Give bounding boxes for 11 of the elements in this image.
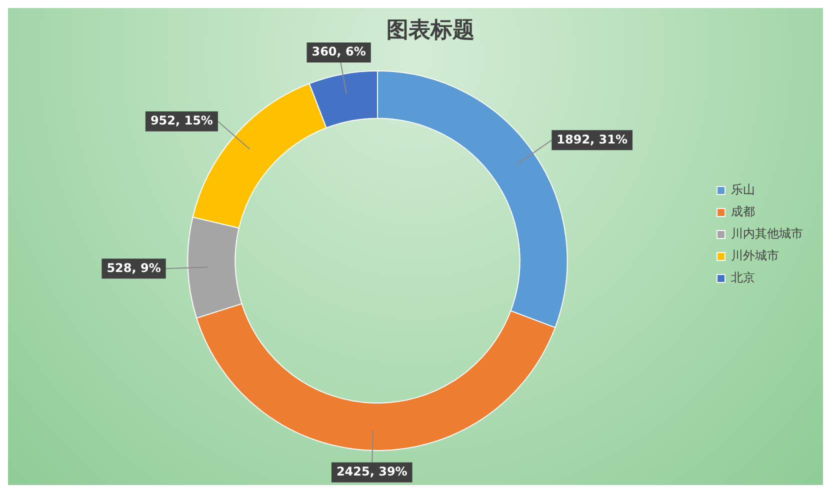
data-label: 2425, 39%: [336, 464, 408, 479]
chart-title: 图表标题: [386, 18, 474, 43]
legend-label: 川外城市: [731, 248, 779, 263]
legend-label: 北京: [731, 270, 755, 285]
data-label: 1892, 31%: [556, 132, 628, 146]
legend-label: 乐山: [731, 182, 755, 197]
data-label: 528, 9%: [106, 260, 161, 275]
data-label: 360, 6%: [312, 44, 366, 59]
data-label: 952, 15%: [150, 114, 213, 128]
legend-label: 川内其他城市: [731, 226, 803, 241]
legend-label: 成都: [731, 204, 755, 219]
